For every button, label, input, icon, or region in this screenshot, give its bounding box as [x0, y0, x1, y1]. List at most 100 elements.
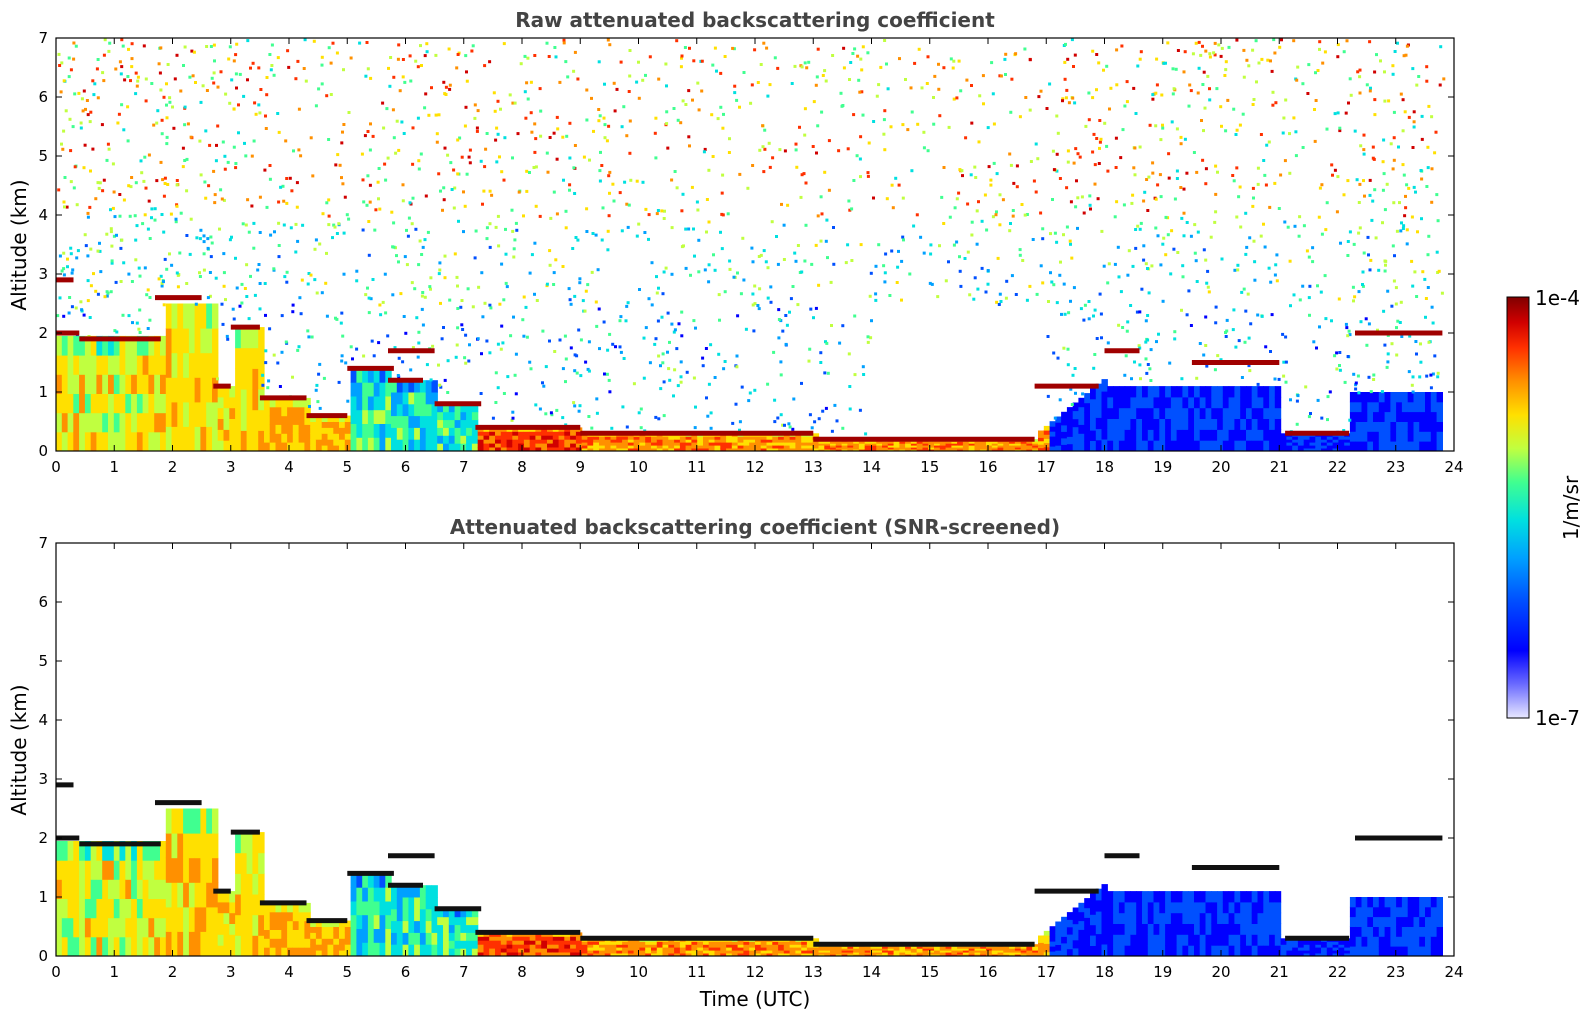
- heatmap-cell: [614, 345, 617, 349]
- heatmap-cell: [1242, 287, 1246, 291]
- heatmap-cell: [573, 144, 577, 147]
- heatmap-cell: [419, 427, 427, 440]
- heatmap-cell: [1199, 53, 1203, 57]
- heatmap-cell: [1353, 295, 1357, 299]
- heatmap-cell: [975, 242, 979, 246]
- heatmap-cell: [304, 406, 311, 417]
- heatmap-cell: [258, 873, 265, 895]
- heatmap-cell: [1142, 440, 1149, 451]
- heatmap-cell: [578, 404, 582, 408]
- heatmap-cell: [503, 136, 507, 140]
- heatmap-cell: [61, 860, 69, 880]
- heatmap-cell: [1170, 429, 1178, 441]
- heatmap-cell: [347, 217, 351, 221]
- heatmap-cell: [506, 435, 513, 440]
- heatmap-cell: [523, 948, 531, 953]
- heatmap-cell: [575, 443, 583, 448]
- heatmap-cell: [552, 439, 560, 444]
- heatmap-cell: [477, 439, 485, 444]
- heatmap-cell: [498, 155, 501, 159]
- heatmap-cell: [695, 200, 699, 204]
- heatmap-cell: [131, 321, 134, 325]
- heatmap-cell: [344, 427, 352, 434]
- heatmap-cell: [61, 374, 69, 394]
- heatmap-cell: [1224, 60, 1228, 64]
- heatmap-cell: [782, 258, 786, 261]
- heatmap-cell: [1045, 107, 1049, 110]
- heatmap-cell: [870, 950, 877, 953]
- heatmap-cell: [1129, 304, 1133, 307]
- heatmap-cell: [1346, 355, 1350, 358]
- heatmap-cell: [223, 429, 230, 441]
- heatmap-cell: [512, 948, 519, 953]
- heatmap-cell: [379, 368, 386, 383]
- heatmap-cell: [1117, 275, 1121, 279]
- heatmap-cell: [162, 230, 166, 234]
- heatmap-cell: [887, 445, 895, 448]
- heatmap-cell: [739, 292, 743, 296]
- heatmap-cell: [657, 286, 660, 290]
- heatmap-cell: [1142, 258, 1146, 262]
- heatmap-cell: [1407, 401, 1415, 413]
- heatmap-cell: [721, 173, 725, 177]
- heatmap-cell: [1366, 235, 1370, 239]
- heatmap-cell: [448, 940, 456, 949]
- heatmap-cell: [1061, 97, 1065, 101]
- heatmap-cell: [621, 405, 625, 409]
- heatmap-cell: [1068, 239, 1072, 243]
- heatmap-cell: [1354, 387, 1358, 391]
- heatmap-cell: [898, 57, 901, 61]
- heatmap-cell: [1199, 396, 1207, 409]
- heatmap-cell: [1426, 145, 1430, 149]
- heatmap-cell: [1224, 335, 1228, 338]
- heatmap-cell: [722, 367, 726, 371]
- heatmap-cell: [1404, 206, 1408, 210]
- heatmap-cell: [604, 944, 612, 948]
- heatmap-cell: [731, 445, 739, 449]
- heatmap-cell: [286, 49, 290, 53]
- heatmap-cell: [1113, 429, 1120, 441]
- heatmap-cell: [723, 290, 727, 294]
- heatmap-cell: [874, 298, 878, 302]
- heatmap-cell: [697, 944, 704, 948]
- x-tick-label: 3: [226, 458, 236, 476]
- heatmap-cell: [957, 954, 964, 956]
- heatmap-cell: [707, 263, 711, 267]
- heatmap-cell: [79, 300, 83, 304]
- heatmap-cell: [1032, 179, 1036, 183]
- heatmap-cell: [641, 180, 645, 184]
- heatmap-cell: [743, 442, 750, 446]
- heatmap-cell: [1227, 45, 1231, 49]
- heatmap-cell: [335, 51, 339, 55]
- heatmap-cell: [874, 292, 878, 296]
- heatmap-cell: [703, 442, 710, 446]
- heatmap-cell: [707, 280, 711, 284]
- heatmap-cell: [460, 924, 467, 933]
- heatmap-cell: [1020, 443, 1028, 446]
- heatmap-cell: [824, 950, 831, 953]
- heatmap-cell: [1396, 441, 1403, 451]
- heatmap-cell: [782, 223, 786, 227]
- heatmap-cell: [998, 223, 1002, 227]
- heatmap-cell: [1090, 419, 1097, 431]
- heatmap-cell: [737, 953, 744, 956]
- heatmap-cell: [1122, 203, 1126, 207]
- heatmap-cell: [339, 433, 346, 440]
- heatmap-cell: [234, 162, 238, 165]
- heatmap-cell: [1182, 70, 1186, 74]
- heatmap-cell: [628, 119, 632, 123]
- heatmap-cell: [246, 389, 253, 411]
- heatmap-cell: [198, 139, 202, 143]
- heatmap-cell: [142, 44, 146, 48]
- heatmap-cell: [1234, 386, 1241, 398]
- heatmap-cell: [772, 941, 779, 945]
- panel-raw: Raw attenuated backscattering coefficien…: [7, 8, 1464, 476]
- heatmap-cell: [287, 938, 294, 948]
- heatmap-cell: [897, 249, 900, 253]
- heatmap-cell: [1297, 436, 1305, 440]
- heatmap-cell: [602, 116, 606, 120]
- heatmap-cell: [816, 47, 820, 51]
- heatmap-cell: [558, 944, 565, 949]
- heatmap-cell: [910, 954, 918, 956]
- heatmap-cell: [69, 252, 73, 256]
